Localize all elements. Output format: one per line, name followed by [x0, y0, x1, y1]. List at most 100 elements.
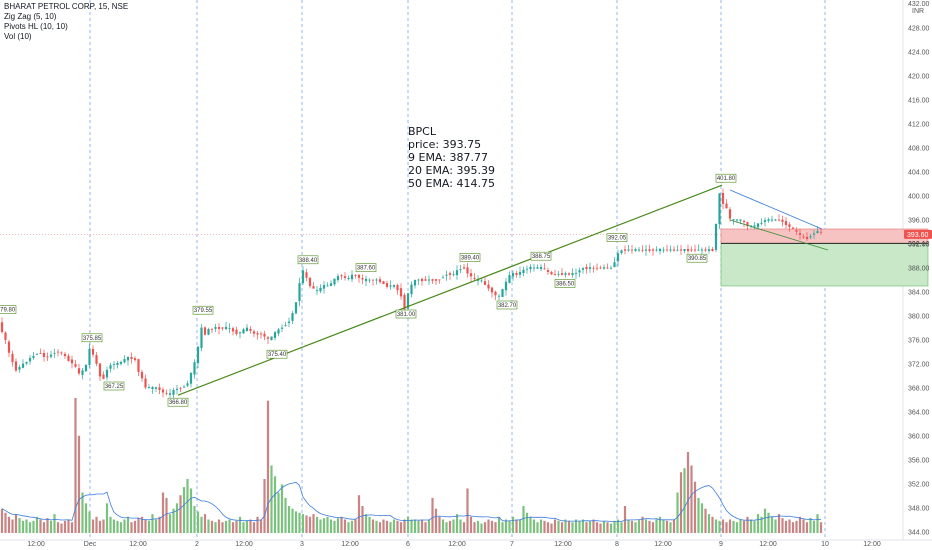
volume-bar — [53, 514, 56, 533]
volume-bar — [805, 522, 809, 533]
last-price-badge — [904, 229, 932, 239]
position-tool[interactable] — [720, 228, 929, 287]
volume-bar — [480, 523, 483, 533]
pivot-label: 392.05 — [606, 233, 628, 242]
volume-bar — [291, 508, 294, 533]
candle-body — [669, 249, 672, 251]
volume-bar — [560, 522, 564, 533]
volume-bar — [347, 522, 350, 533]
candle-body — [613, 262, 616, 268]
price-tick-label: 360.00 — [908, 434, 930, 441]
volume-bar — [427, 519, 431, 533]
candle-body — [609, 267, 613, 269]
legend-pivots[interactable]: Pivots HL (10, 10) — [4, 22, 68, 31]
volume-bar — [116, 520, 119, 533]
volume-bar — [700, 503, 704, 533]
volume-bar — [721, 519, 725, 533]
candle-body — [312, 286, 315, 289]
channel-upper-line — [729, 189, 823, 230]
volume-bar — [172, 508, 175, 533]
volume-bar — [781, 518, 784, 533]
volume-bar — [441, 519, 445, 533]
time-tick-label: 12:00 — [27, 541, 45, 548]
candle-body — [399, 288, 403, 297]
candle-body — [364, 278, 368, 282]
volume-bar — [784, 520, 788, 533]
drawings[interactable] — [177, 184, 829, 396]
volume-bar — [802, 519, 805, 533]
pivot-label-box — [715, 173, 737, 183]
volume-bar — [564, 519, 567, 533]
volume-bar — [529, 516, 532, 533]
info-price: price: 393.75 — [408, 138, 481, 151]
candle-body — [53, 352, 56, 354]
volume-bar — [11, 519, 14, 533]
candle-body — [623, 249, 627, 251]
volume-bar — [46, 518, 49, 533]
volume-bar — [0, 508, 4, 533]
volume-bar — [305, 515, 308, 533]
pivot-label-text: 379.55 — [194, 308, 213, 314]
legend-volume[interactable]: Vol (10) — [4, 32, 32, 41]
volume-bar — [536, 522, 539, 533]
candle-body — [802, 236, 805, 238]
price-tick-label: 348.00 — [908, 506, 930, 513]
legend-zigzag[interactable]: Zig Zag (5, 10) — [4, 12, 57, 21]
pivot-label-box — [459, 253, 481, 262]
volume-bar — [133, 520, 137, 533]
candle-body — [795, 230, 798, 232]
candle-body — [74, 364, 77, 367]
candle-body — [0, 322, 4, 333]
volume-bar — [81, 492, 84, 533]
candle-body — [35, 353, 39, 355]
volume-bar — [760, 516, 763, 533]
candle-body — [753, 225, 756, 227]
pivot-label-box — [192, 305, 214, 315]
candle-body — [480, 280, 483, 282]
pivot-label-text: 375.40 — [268, 352, 287, 358]
volume-bars — [0, 398, 823, 533]
volume-bar — [207, 519, 210, 533]
candle-body — [627, 249, 630, 251]
candle-body — [207, 328, 210, 335]
pivot-label: 388.75 — [530, 251, 552, 261]
volume-bar — [18, 518, 21, 533]
volume-bar — [459, 519, 462, 533]
volume-bar — [515, 519, 518, 533]
candle-body — [210, 328, 214, 330]
volume-bar — [60, 523, 63, 533]
pivot-label: 386.50 — [554, 279, 576, 288]
candle-body — [11, 353, 14, 363]
time-axis[interactable]: 12:00 Dec 12:00 2 12:00 3 12:00 6 12:00 7 12:00 8 12… — [27, 541, 881, 548]
candle-body — [644, 249, 648, 251]
pivot-label: 379.80 — [0, 305, 17, 314]
volume-bar — [634, 522, 637, 533]
pivot-label-text: 375.85 — [83, 336, 102, 342]
volume-bar — [371, 519, 375, 533]
candle-body — [158, 387, 161, 390]
pivot-label-box — [167, 397, 189, 407]
candle-body — [196, 346, 200, 364]
volume-bar — [732, 520, 735, 533]
volume-bar — [497, 516, 501, 533]
candle-body — [760, 223, 763, 224]
time-tick-label: 3 — [300, 541, 304, 548]
price-axis[interactable]: 432.00 INR 344.00 348.00 352.00 356.00 360.0… — [908, 1, 930, 537]
legend-symbol[interactable]: BHARAT PETROL CORP, 15, NSE — [4, 2, 129, 11]
candle-body — [665, 249, 669, 251]
candle-body — [256, 333, 259, 335]
volume-bar — [228, 519, 231, 533]
time-tick-label: 12:00 — [654, 541, 672, 548]
volume-bar — [606, 522, 609, 533]
candle-body — [291, 313, 294, 321]
volume-bar — [693, 481, 697, 533]
pivot-label: 388.40 — [297, 255, 319, 265]
candle-body — [658, 248, 662, 252]
volume-ma-line — [1, 481, 822, 522]
candle-body — [354, 275, 357, 276]
candle-body — [574, 272, 578, 274]
candle-body — [417, 279, 420, 281]
candle-body — [294, 302, 298, 314]
